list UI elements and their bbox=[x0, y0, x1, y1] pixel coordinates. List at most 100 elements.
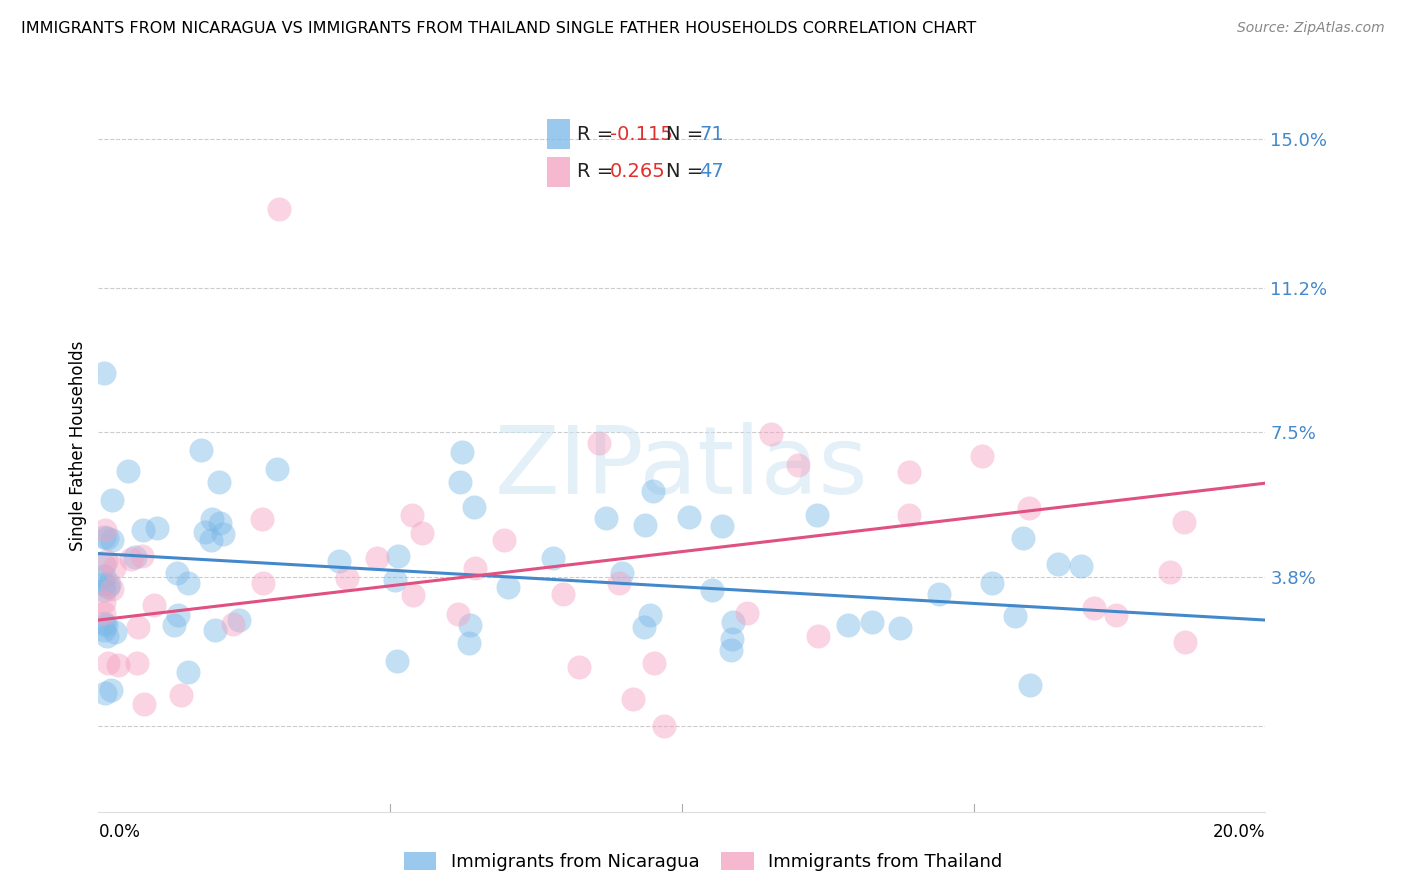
Text: 0.265: 0.265 bbox=[610, 162, 665, 181]
Point bbox=[146, 521, 169, 535]
Point bbox=[494, 533, 516, 547]
Point bbox=[94, 523, 117, 537]
Point bbox=[93, 577, 115, 591]
Point bbox=[166, 607, 188, 622]
Point bbox=[228, 613, 250, 627]
Point bbox=[641, 483, 664, 498]
Point bbox=[134, 697, 156, 711]
Point bbox=[735, 606, 758, 620]
Point bbox=[93, 558, 115, 573]
Text: 71: 71 bbox=[699, 125, 724, 144]
Point bbox=[897, 465, 920, 479]
Point bbox=[761, 427, 783, 442]
Point bbox=[787, 458, 810, 472]
Point bbox=[190, 442, 212, 457]
Point bbox=[595, 511, 617, 525]
Point bbox=[127, 620, 149, 634]
Point bbox=[411, 525, 433, 540]
Point bbox=[97, 581, 120, 595]
Point bbox=[384, 574, 406, 588]
Point bbox=[721, 632, 744, 647]
Point bbox=[93, 623, 115, 637]
Point bbox=[588, 436, 610, 450]
Point bbox=[1105, 607, 1128, 622]
Point bbox=[176, 576, 198, 591]
Point bbox=[93, 569, 115, 583]
Point bbox=[176, 665, 198, 680]
Point bbox=[806, 508, 828, 522]
Point bbox=[201, 512, 224, 526]
Point bbox=[928, 586, 950, 600]
Point bbox=[101, 582, 124, 596]
Point bbox=[980, 576, 1002, 591]
Point bbox=[401, 508, 423, 522]
Point bbox=[387, 549, 409, 563]
Point bbox=[96, 554, 118, 568]
Bar bbox=[547, 120, 569, 150]
Point bbox=[94, 685, 117, 699]
Point bbox=[451, 445, 474, 459]
Point bbox=[1159, 565, 1181, 579]
Point bbox=[1046, 557, 1069, 571]
Point bbox=[720, 643, 742, 657]
Point bbox=[93, 595, 115, 609]
Text: R =: R = bbox=[576, 125, 620, 144]
Point bbox=[107, 657, 129, 672]
Point bbox=[209, 516, 232, 530]
Point bbox=[860, 615, 883, 629]
Point bbox=[250, 512, 273, 526]
Point bbox=[98, 577, 121, 591]
Point bbox=[807, 629, 830, 643]
Point bbox=[94, 617, 117, 632]
Point bbox=[194, 525, 217, 540]
Point bbox=[633, 620, 655, 634]
Point bbox=[117, 464, 139, 478]
Point bbox=[93, 616, 115, 631]
Point bbox=[1173, 516, 1195, 530]
Point bbox=[125, 656, 148, 670]
Point bbox=[402, 589, 425, 603]
Point bbox=[541, 550, 564, 565]
Text: 20.0%: 20.0% bbox=[1213, 823, 1265, 841]
Text: N =: N = bbox=[666, 162, 710, 181]
Legend: Immigrants from Nicaragua, Immigrants from Thailand: Immigrants from Nicaragua, Immigrants fr… bbox=[396, 846, 1010, 879]
Bar bbox=[547, 157, 569, 186]
Point bbox=[131, 523, 153, 537]
Point bbox=[1083, 601, 1105, 615]
Point bbox=[721, 615, 744, 629]
Point bbox=[457, 635, 479, 649]
Point bbox=[163, 617, 186, 632]
Point bbox=[607, 576, 630, 591]
Point bbox=[120, 552, 142, 566]
Point bbox=[101, 493, 124, 508]
Point bbox=[387, 654, 409, 668]
Point bbox=[166, 566, 188, 581]
Point bbox=[1174, 635, 1197, 649]
Point bbox=[610, 566, 633, 580]
Text: N =: N = bbox=[666, 125, 710, 144]
Point bbox=[212, 526, 235, 541]
Point bbox=[1011, 531, 1033, 545]
Point bbox=[710, 519, 733, 533]
Point bbox=[170, 688, 193, 702]
Point bbox=[200, 533, 222, 547]
Point bbox=[131, 549, 153, 564]
Text: R =: R = bbox=[576, 162, 620, 181]
Point bbox=[621, 691, 644, 706]
Point bbox=[97, 656, 120, 670]
Y-axis label: Single Father Households: Single Father Households bbox=[69, 341, 87, 551]
Text: -0.115: -0.115 bbox=[610, 125, 672, 144]
Point bbox=[96, 531, 118, 545]
Point bbox=[897, 508, 920, 522]
Point bbox=[336, 571, 359, 585]
Point bbox=[463, 500, 485, 514]
Text: 0.0%: 0.0% bbox=[98, 823, 141, 841]
Point bbox=[1070, 559, 1092, 574]
Point bbox=[328, 554, 350, 568]
Point bbox=[1019, 677, 1042, 691]
Point bbox=[553, 587, 575, 601]
Text: 47: 47 bbox=[699, 162, 724, 181]
Point bbox=[222, 616, 245, 631]
Point bbox=[208, 475, 231, 489]
Point bbox=[93, 583, 115, 598]
